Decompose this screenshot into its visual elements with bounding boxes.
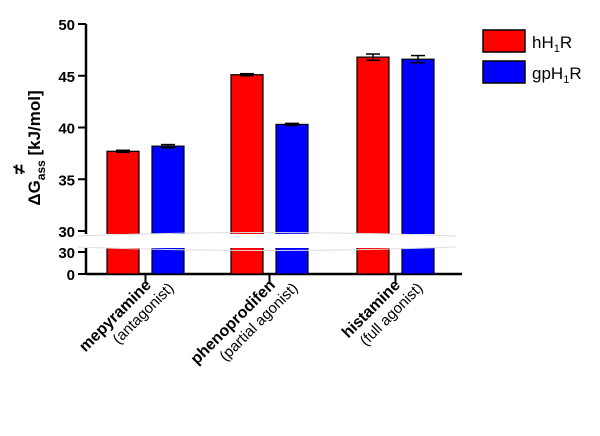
bars — [106, 53, 435, 275]
legend-swatch-gph1r — [482, 60, 526, 84]
category-label-1: phenoprodifen(partial agonist) — [188, 277, 302, 368]
legend-label-hh1r: hH1R — [532, 33, 572, 55]
break-edge-top — [77, 232, 457, 237]
y-tick-label-upper-50: 50 — [58, 17, 75, 34]
y-tick-label-upper-35: 35 — [58, 172, 75, 189]
category-label-0: mepyramine(antagonist) — [76, 277, 177, 356]
bar-hh1r-0 — [106, 150, 140, 275]
x-labels: mepyramine(antagonist) phenoprodifen(part… — [76, 277, 426, 368]
y-tick-label-upper-45: 45 — [58, 69, 75, 86]
break-gap — [78, 234, 456, 248]
legend-swatch-hh1r — [482, 29, 526, 53]
category-label-2: histamine(full agonist) — [339, 277, 426, 350]
bar-gph1r-0 — [151, 145, 185, 275]
y-tick-label-upper-40: 40 — [58, 121, 75, 138]
y-axis-label: ΔGass≠ [kJ/mol] — [9, 90, 48, 205]
axis-break — [77, 232, 457, 251]
y-tick-label-lower-0: 0 — [67, 267, 75, 284]
y-tick-label-upper-30: 30 — [58, 224, 75, 241]
y-ticks: 30 35 40 45 50 0 30 — [58, 17, 86, 284]
break-edge-bottom — [77, 246, 457, 251]
axes — [84, 24, 462, 282]
legend-label-gph1r: gpH1R — [532, 64, 582, 86]
bar-gph1r-1 — [275, 123, 309, 275]
y-tick-label-lower-30: 30 — [58, 245, 75, 262]
legend: hH1R gpH1R — [482, 29, 582, 86]
